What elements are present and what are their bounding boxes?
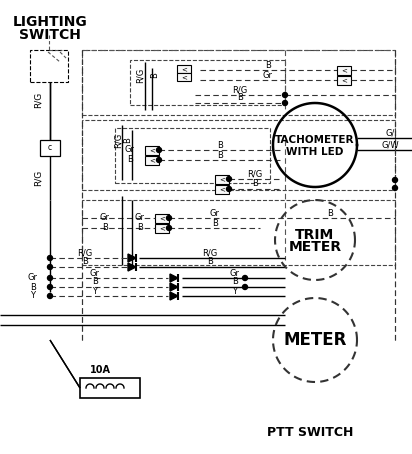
Circle shape (157, 158, 162, 163)
Bar (155, 214, 169, 223)
Bar (40, 140, 60, 156)
Bar (177, 73, 191, 81)
Text: Gr: Gr (125, 145, 135, 154)
Text: <: < (149, 158, 155, 163)
Polygon shape (170, 292, 178, 300)
Text: R/G: R/G (77, 248, 93, 257)
Text: R/G: R/G (136, 67, 145, 83)
Circle shape (283, 93, 288, 98)
Circle shape (227, 187, 232, 192)
Circle shape (393, 186, 398, 191)
Bar (215, 185, 229, 194)
Text: Gr: Gr (100, 213, 110, 222)
Circle shape (243, 276, 248, 281)
Text: B: B (207, 257, 213, 266)
Text: R/G: R/G (202, 248, 218, 257)
Text: R/G: R/G (113, 133, 122, 148)
Polygon shape (128, 254, 136, 262)
Circle shape (243, 285, 248, 290)
Text: B: B (150, 72, 159, 78)
Text: WITH LED: WITH LED (286, 147, 344, 157)
Text: G/: G/ (385, 128, 395, 138)
Text: TACHOMETER: TACHOMETER (275, 135, 355, 145)
Text: Y: Y (30, 291, 35, 301)
Text: B: B (327, 208, 333, 217)
Text: <: < (181, 74, 187, 80)
Bar (82, 200, 395, 265)
Text: R/G: R/G (232, 85, 248, 94)
Bar (337, 76, 351, 85)
Text: <: < (159, 216, 165, 222)
Bar (145, 146, 159, 155)
Text: B: B (237, 94, 243, 103)
Bar (115, 128, 270, 183)
Circle shape (47, 265, 52, 270)
Circle shape (47, 256, 52, 261)
Bar (82, 50, 395, 115)
Text: SWITCH: SWITCH (19, 28, 81, 42)
Circle shape (166, 226, 171, 231)
Circle shape (157, 148, 162, 153)
Text: TRIM: TRIM (295, 228, 335, 242)
Text: METER: METER (283, 331, 346, 349)
Bar (155, 224, 169, 233)
Text: c: c (48, 143, 52, 153)
Circle shape (227, 177, 232, 182)
Polygon shape (170, 283, 178, 291)
Text: B: B (217, 140, 223, 149)
Text: Y: Y (93, 286, 98, 296)
Text: R/G: R/G (247, 169, 262, 178)
Polygon shape (170, 274, 178, 282)
Text: R/G: R/G (33, 92, 42, 108)
Text: Gr: Gr (210, 208, 220, 217)
Text: <: < (341, 78, 347, 84)
Bar (145, 156, 159, 165)
Text: R/G: R/G (33, 170, 42, 186)
Text: LIGHTING: LIGHTING (13, 15, 87, 29)
Bar (30, 50, 68, 82)
Bar (82, 120, 395, 190)
Text: B: B (30, 282, 36, 291)
Text: B: B (232, 277, 238, 286)
Text: 10A: 10A (89, 365, 110, 375)
Text: PTT SWITCH: PTT SWITCH (267, 425, 353, 439)
Text: B: B (252, 179, 258, 188)
Text: <: < (219, 187, 225, 192)
Text: <: < (149, 148, 155, 153)
Text: B: B (102, 223, 108, 232)
Circle shape (47, 276, 52, 281)
Text: B: B (124, 137, 133, 143)
Text: Gr: Gr (263, 70, 273, 79)
Bar (337, 66, 351, 75)
Polygon shape (128, 263, 136, 271)
Text: G/W: G/W (381, 140, 399, 149)
Circle shape (166, 216, 171, 221)
Circle shape (47, 293, 52, 298)
Text: B: B (217, 150, 223, 159)
Text: B: B (265, 60, 271, 69)
Text: Gr: Gr (230, 268, 240, 277)
Text: Gr: Gr (135, 213, 145, 222)
Bar (80, 378, 140, 398)
Text: <: < (341, 68, 347, 74)
Circle shape (283, 100, 288, 105)
Text: <: < (181, 66, 187, 72)
Text: <: < (219, 177, 225, 183)
Text: B: B (82, 257, 88, 266)
Bar (215, 175, 229, 184)
Text: B: B (137, 223, 143, 232)
Bar (130, 60, 285, 105)
Circle shape (47, 285, 52, 290)
Text: B: B (127, 156, 133, 164)
Text: Y: Y (232, 286, 237, 296)
Text: B: B (212, 218, 218, 227)
Text: <: < (159, 226, 165, 232)
Text: Gr: Gr (90, 268, 100, 277)
Circle shape (393, 178, 398, 183)
Text: METER: METER (288, 240, 342, 254)
Bar (177, 65, 191, 73)
Text: B: B (92, 277, 98, 286)
Text: Gr: Gr (28, 273, 38, 282)
